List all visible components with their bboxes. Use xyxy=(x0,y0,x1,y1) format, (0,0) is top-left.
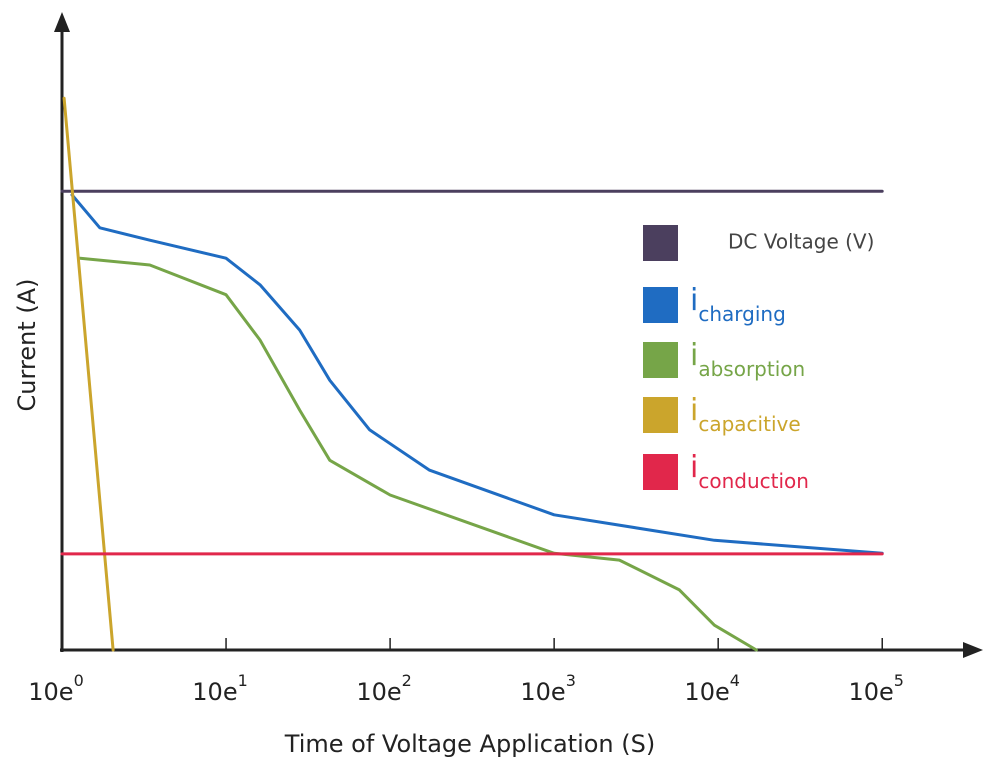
legend-swatch xyxy=(643,287,678,323)
x-tick-label: 10e0 xyxy=(28,671,84,707)
legend-label: icapacitive xyxy=(690,393,801,436)
chart: Current (A) Time of Voltage Application … xyxy=(0,0,985,761)
legend-label-sub: charging xyxy=(698,302,785,326)
legend-swatch xyxy=(643,342,678,378)
legend-swatch xyxy=(643,397,678,433)
x-tick-label: 10e2 xyxy=(356,671,412,707)
legend-label-main: i xyxy=(690,450,698,485)
x-axis-arrow xyxy=(963,642,983,658)
x-tick-exponent: 1 xyxy=(238,671,248,690)
legend-label-main: i xyxy=(690,393,698,428)
y-axis-label: Current (A) xyxy=(13,279,41,412)
legend-swatch xyxy=(643,225,678,261)
x-tick-label: 10e4 xyxy=(684,671,740,707)
x-tick-exponent: 0 xyxy=(74,671,84,690)
legend-swatch xyxy=(643,454,678,490)
legend-label-sub: conduction xyxy=(698,469,809,493)
legend-label-main: i xyxy=(690,283,698,318)
x-tick-base: 10e xyxy=(520,678,565,706)
x-tick-exponent: 5 xyxy=(894,671,904,690)
y-axis-arrow xyxy=(54,12,70,32)
x-tick-label: 10e5 xyxy=(848,671,904,707)
x-tick-label: 10e1 xyxy=(192,671,248,707)
x-tick-base: 10e xyxy=(848,678,893,706)
x-axis-label: Time of Voltage Application (S) xyxy=(284,730,655,758)
x-tick-label: 10e3 xyxy=(520,671,576,707)
x-tick-base: 10e xyxy=(356,678,401,706)
x-tick-exponent: 2 xyxy=(402,671,412,690)
page: Current (A) Time of Voltage Application … xyxy=(0,0,985,761)
legend-label-sub: absorption xyxy=(698,357,805,381)
legend-label: icharging xyxy=(690,283,786,326)
x-tick-base: 10e xyxy=(192,678,237,706)
x-tick-base: 10e xyxy=(684,678,729,706)
x-tick-exponent: 3 xyxy=(566,671,576,690)
series-line xyxy=(64,98,113,650)
x-tick-base: 10e xyxy=(28,678,73,706)
x-tick-exponent: 4 xyxy=(730,671,740,690)
legend-label-main: i xyxy=(690,338,698,373)
legend-label: iconduction xyxy=(690,450,809,493)
legend-label: DC Voltage (V) xyxy=(728,230,874,254)
legend-label: iabsorption xyxy=(690,338,805,381)
legend-label-sub: capacitive xyxy=(698,412,800,436)
